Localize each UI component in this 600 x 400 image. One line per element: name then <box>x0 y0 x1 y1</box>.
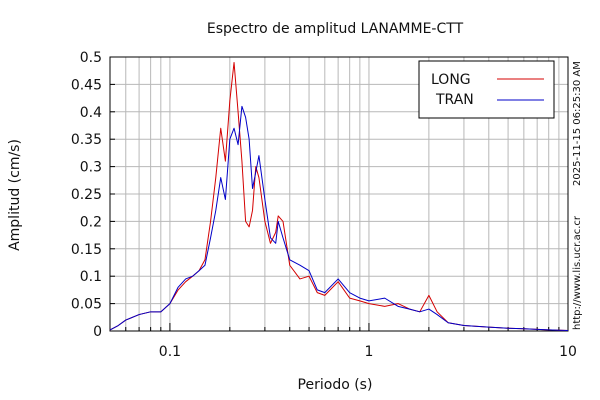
y-tick-labels: 0 0.05 0.1 0.15 0.2 0.25 0.3 0.35 0.4 0.45 0.5 <box>71 50 102 340</box>
series-line-long <box>109 61 569 331</box>
legend: LONG TRAN <box>418 60 555 119</box>
x-tick-label: 0.1 <box>159 344 181 360</box>
y-tick-label: 0.4 <box>80 105 102 121</box>
x-tick-label: 1 <box>364 344 373 360</box>
legend-box <box>418 60 555 119</box>
vertical-url-text: http://www.lis.ucr.ac.cr <box>572 215 583 330</box>
y-tick-label: 0.45 <box>71 77 102 93</box>
y-tick-label: 0.15 <box>71 242 102 258</box>
x-axis-label: Periodo (s) <box>298 377 373 393</box>
y-tick-label: 0.2 <box>80 214 102 230</box>
y-tick-label: 0.3 <box>80 160 102 176</box>
chart-title: Espectro de amplitud LANAMME-CTT <box>207 21 464 37</box>
y-axis-label: Amplitud (cm/s) <box>7 139 23 251</box>
y-tick-label: 0.1 <box>80 269 102 285</box>
series-line-tran <box>109 105 569 331</box>
y-tick-label: 0.05 <box>71 297 102 313</box>
grid-lines <box>110 57 568 331</box>
y-tick-label: 0 <box>93 324 102 340</box>
legend-label-long: LONG <box>431 72 471 88</box>
x-tick-label: 10 <box>559 344 577 360</box>
tick-marks <box>110 56 560 332</box>
legend-label-tran: TRAN <box>435 92 474 108</box>
vertical-timestamp-text: 2025-11-15 06:25:30 AM <box>572 61 583 186</box>
series-lines <box>109 61 569 331</box>
y-tick-label: 0.35 <box>71 132 102 148</box>
y-tick-label: 0.25 <box>71 187 102 203</box>
y-tick-label: 0.5 <box>80 50 102 66</box>
x-tick-labels: 0.1 1 10 <box>159 344 577 360</box>
